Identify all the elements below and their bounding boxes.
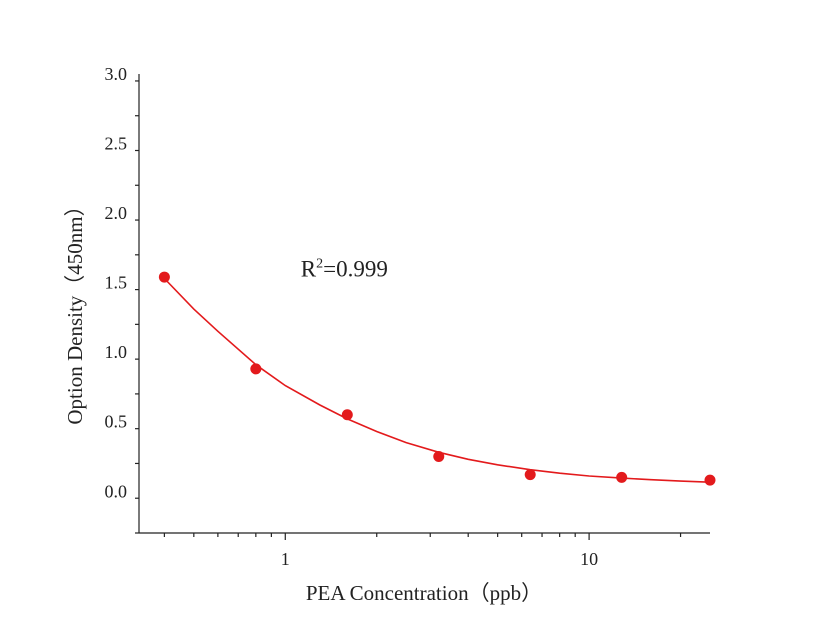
x-tick-label: 10: [580, 549, 598, 569]
data-point: [704, 474, 716, 486]
y-tick-label: 1.5: [105, 273, 128, 293]
r-squared-superscript: 2: [316, 257, 323, 272]
data-point: [158, 271, 170, 283]
x-axis-title: PEA Concentration（ppb）: [306, 581, 542, 605]
r-squared-value: =0.999: [323, 257, 388, 282]
r-squared-annotation: R2=0.999: [301, 257, 388, 282]
data-point: [341, 409, 353, 421]
data-point: [616, 471, 628, 483]
ticks: 0.0 0.5 1.0 1.5 2.0 2.5 3.0 1 10: [105, 64, 682, 569]
y-tick-label: 1.0: [105, 342, 128, 362]
y-tick-label: 0.0: [105, 481, 128, 501]
y-tick-label: 3.0: [105, 64, 128, 84]
data-point: [433, 451, 445, 462]
axes: [138, 74, 710, 534]
y-tick-label: 0.5: [105, 412, 128, 432]
y-axis-title: Option Density（450nm）: [63, 195, 87, 424]
data-point: [524, 469, 536, 481]
y-tick-label: 2.0: [105, 203, 128, 223]
data-point: [250, 363, 262, 375]
y-tick-label: 2.5: [105, 134, 128, 154]
data-points: [158, 271, 716, 486]
r-squared-r: R: [301, 257, 317, 282]
x-tick-label: 1: [281, 549, 290, 569]
